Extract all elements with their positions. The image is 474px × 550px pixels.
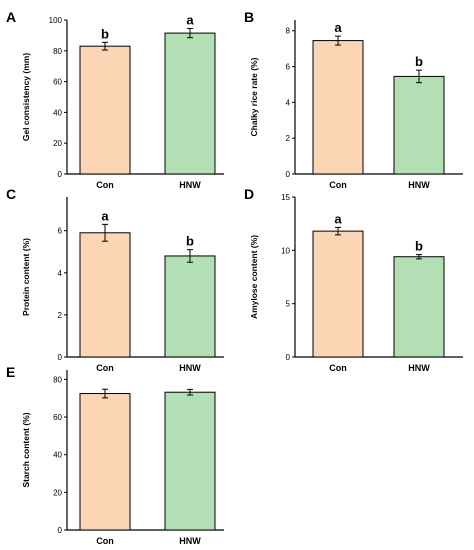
bar-con bbox=[79, 232, 131, 358]
bar-con bbox=[79, 45, 131, 175]
y-tick-label: 0 bbox=[58, 170, 63, 179]
chart-panel-b: B 0 2 4 6 8 Chalky rice rate (%) a Con b HNW bbox=[244, 9, 463, 190]
y-tick-label: 40 bbox=[53, 451, 62, 460]
y-tick-label: 40 bbox=[53, 108, 62, 117]
category-label: HNW bbox=[179, 536, 201, 546]
panel-letter: C bbox=[6, 186, 16, 202]
bar-con bbox=[312, 230, 364, 358]
significance-letter: a bbox=[334, 211, 342, 226]
category-label: Con bbox=[96, 180, 114, 190]
bar-hnw bbox=[164, 391, 216, 531]
chart-panel-e: E 0 20 40 60 80 Starch content (%) Con HNW bbox=[6, 364, 224, 546]
y-axis-label: Protein content (%) bbox=[21, 238, 31, 316]
significance-letter: b bbox=[186, 234, 194, 249]
y-tick-label: 60 bbox=[53, 413, 62, 422]
category-label: HNW bbox=[408, 363, 430, 373]
category-label: Con bbox=[96, 363, 114, 373]
category-label: HNW bbox=[179, 180, 201, 190]
y-tick-label: 6 bbox=[286, 63, 291, 72]
chart-panel-a: A 0 20 40 60 80 100 Gel consistency (mm) b Con a HN… bbox=[6, 9, 224, 190]
bar-hnw bbox=[393, 75, 445, 175]
y-tick-label: 80 bbox=[53, 375, 62, 384]
significance-letter: b bbox=[101, 26, 109, 41]
y-tick-label: 20 bbox=[53, 139, 62, 148]
y-tick-label: 4 bbox=[286, 98, 291, 107]
y-tick-label: 80 bbox=[53, 47, 62, 56]
y-tick-label: 0 bbox=[286, 353, 291, 362]
category-label: Con bbox=[96, 536, 114, 546]
bar-con bbox=[312, 40, 364, 175]
y-axis-label: Chalky rice rate (%) bbox=[249, 57, 259, 136]
panel-letter: B bbox=[244, 9, 254, 25]
significance-letter: a bbox=[101, 208, 109, 223]
bar-hnw bbox=[393, 256, 445, 358]
y-axis-label: Starch content (%) bbox=[21, 412, 31, 487]
y-tick-label: 0 bbox=[286, 170, 291, 179]
y-tick-label: 2 bbox=[286, 134, 291, 143]
significance-letter: a bbox=[334, 20, 342, 35]
y-tick-label: 8 bbox=[286, 27, 291, 36]
y-tick-label: 10 bbox=[281, 246, 290, 255]
y-tick-label: 100 bbox=[49, 16, 63, 25]
bar-hnw bbox=[164, 32, 216, 175]
y-tick-label: 6 bbox=[58, 227, 63, 236]
y-axis-label: Amylose content (%) bbox=[249, 235, 259, 319]
chart-panel-c: C 0 2 4 6 Protein content (%) a Con b HNW bbox=[6, 186, 224, 373]
category-label: Con bbox=[329, 363, 347, 373]
chart-panel-d: D 0 5 10 15 Amylose content (%) a Con b HNW bbox=[244, 186, 463, 373]
y-tick-label: 0 bbox=[58, 353, 63, 362]
panel-letter: A bbox=[6, 9, 16, 25]
y-tick-label: 15 bbox=[281, 193, 290, 202]
category-label: Con bbox=[329, 180, 347, 190]
y-tick-label: 5 bbox=[286, 300, 291, 309]
significance-letter: a bbox=[186, 12, 194, 27]
y-tick-label: 4 bbox=[58, 269, 63, 278]
bar-con bbox=[79, 393, 131, 531]
y-tick-label: 20 bbox=[53, 488, 62, 497]
significance-letter: b bbox=[415, 54, 423, 69]
bar-hnw bbox=[164, 255, 216, 358]
category-label: HNW bbox=[408, 180, 430, 190]
category-label: HNW bbox=[179, 363, 201, 373]
panel-letter: D bbox=[244, 186, 254, 202]
panel-letter: E bbox=[6, 364, 15, 380]
y-tick-label: 0 bbox=[58, 526, 63, 535]
y-tick-label: 2 bbox=[58, 311, 63, 320]
y-tick-label: 60 bbox=[53, 78, 62, 87]
significance-letter: b bbox=[415, 239, 423, 254]
y-axis-label: Gel consistency (mm) bbox=[21, 53, 31, 142]
